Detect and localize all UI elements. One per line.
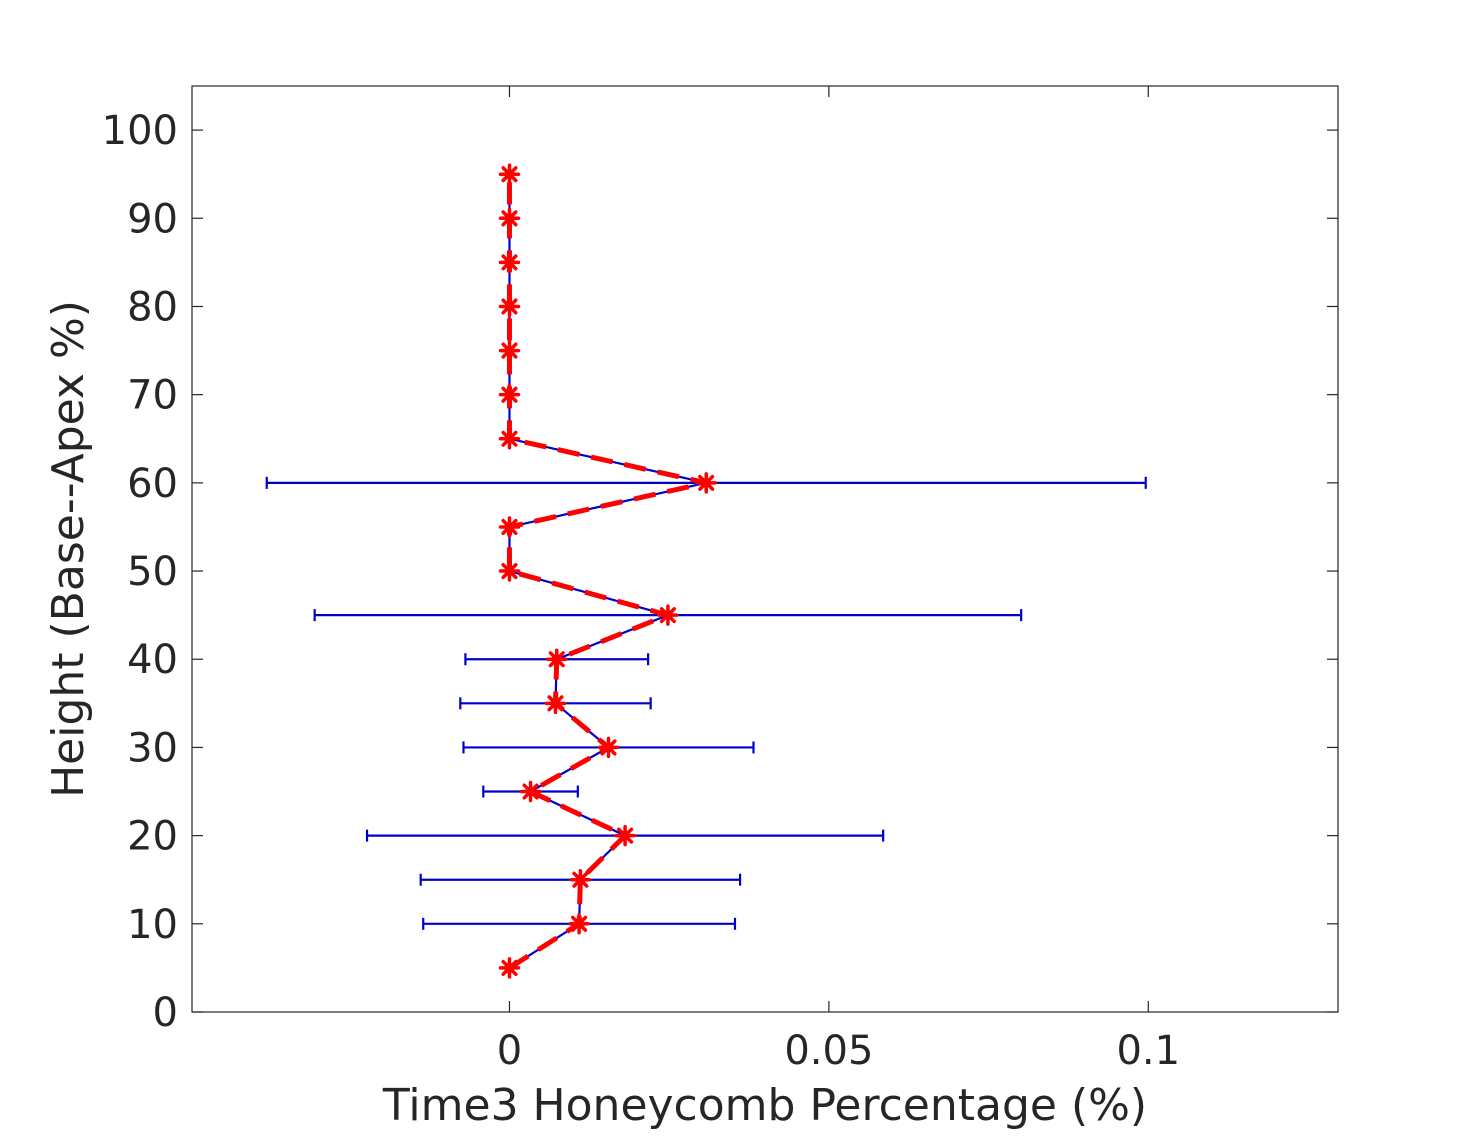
marker-center [504,389,515,400]
marker-center [551,654,562,665]
marker-center [603,742,614,753]
marker-center [504,213,515,224]
y-tick-label: 10 [127,902,178,948]
y-tick-label: 60 [127,461,178,507]
data-point-marker [498,957,521,979]
x-axis-title: Time3 Honeycomb Percentage (%) [382,1080,1147,1131]
marker-center [504,301,515,312]
y-tick-labels: 0 10 20 30 40 50 60 70 80 90 100 [102,108,178,1036]
marker-center [504,962,515,973]
data-point-marker [544,692,567,715]
marker-center [525,786,536,797]
data-point-marker [614,824,636,847]
data-point-marker [568,913,590,935]
marker-center [662,610,673,621]
y-tick-label: 30 [127,725,178,771]
axis-ticks [192,86,1338,1013]
marker-center [550,698,561,709]
y-tick-label: 80 [127,284,178,330]
data-point-marker [498,339,521,362]
data-point-marker [695,472,717,494]
marker-center [504,257,515,268]
marker-center [620,830,631,841]
data-point-marker [498,383,521,406]
plot-area-frame [191,85,1339,1013]
x-tick-label: 0 [497,1028,522,1074]
data-point-marker [569,868,592,891]
y-axis-title: Height (Base--Apex %) [43,300,94,798]
marker-center [504,169,515,180]
data-point-marker [498,516,521,538]
data-point-marker [657,604,679,626]
data-point-marker [498,251,521,274]
marker-center [504,433,515,444]
data-point-marker [546,648,568,670]
y-tick-label: 70 [127,373,178,419]
y-tick-label: 40 [127,637,178,683]
data-point-marker [498,207,521,230]
marker-center [575,874,586,885]
y-tick-label: 90 [127,196,178,242]
x-tick-label: 0.1 [1116,1028,1180,1074]
marker-center [701,477,712,488]
y-tick-label: 100 [102,108,178,154]
marker-center [504,345,515,356]
data-point-marker [498,428,521,450]
marker-center [504,521,515,532]
x-tick-label: 0.05 [784,1028,873,1074]
y-tick-label: 0 [153,990,178,1036]
y-tick-label: 50 [127,549,178,595]
y-tick-label: 20 [127,814,178,860]
data-point-marker [597,736,620,759]
data-point-marker [498,295,521,318]
marker-group [498,163,717,979]
data-point-marker [519,780,542,803]
plot-area-background [192,86,1338,1012]
x-tick-labels: 0 0.05 0.1 [497,1028,1180,1074]
marker-center [574,918,585,929]
data-point-marker [498,560,521,582]
marker-center [504,566,515,577]
data-point-marker [498,163,521,185]
